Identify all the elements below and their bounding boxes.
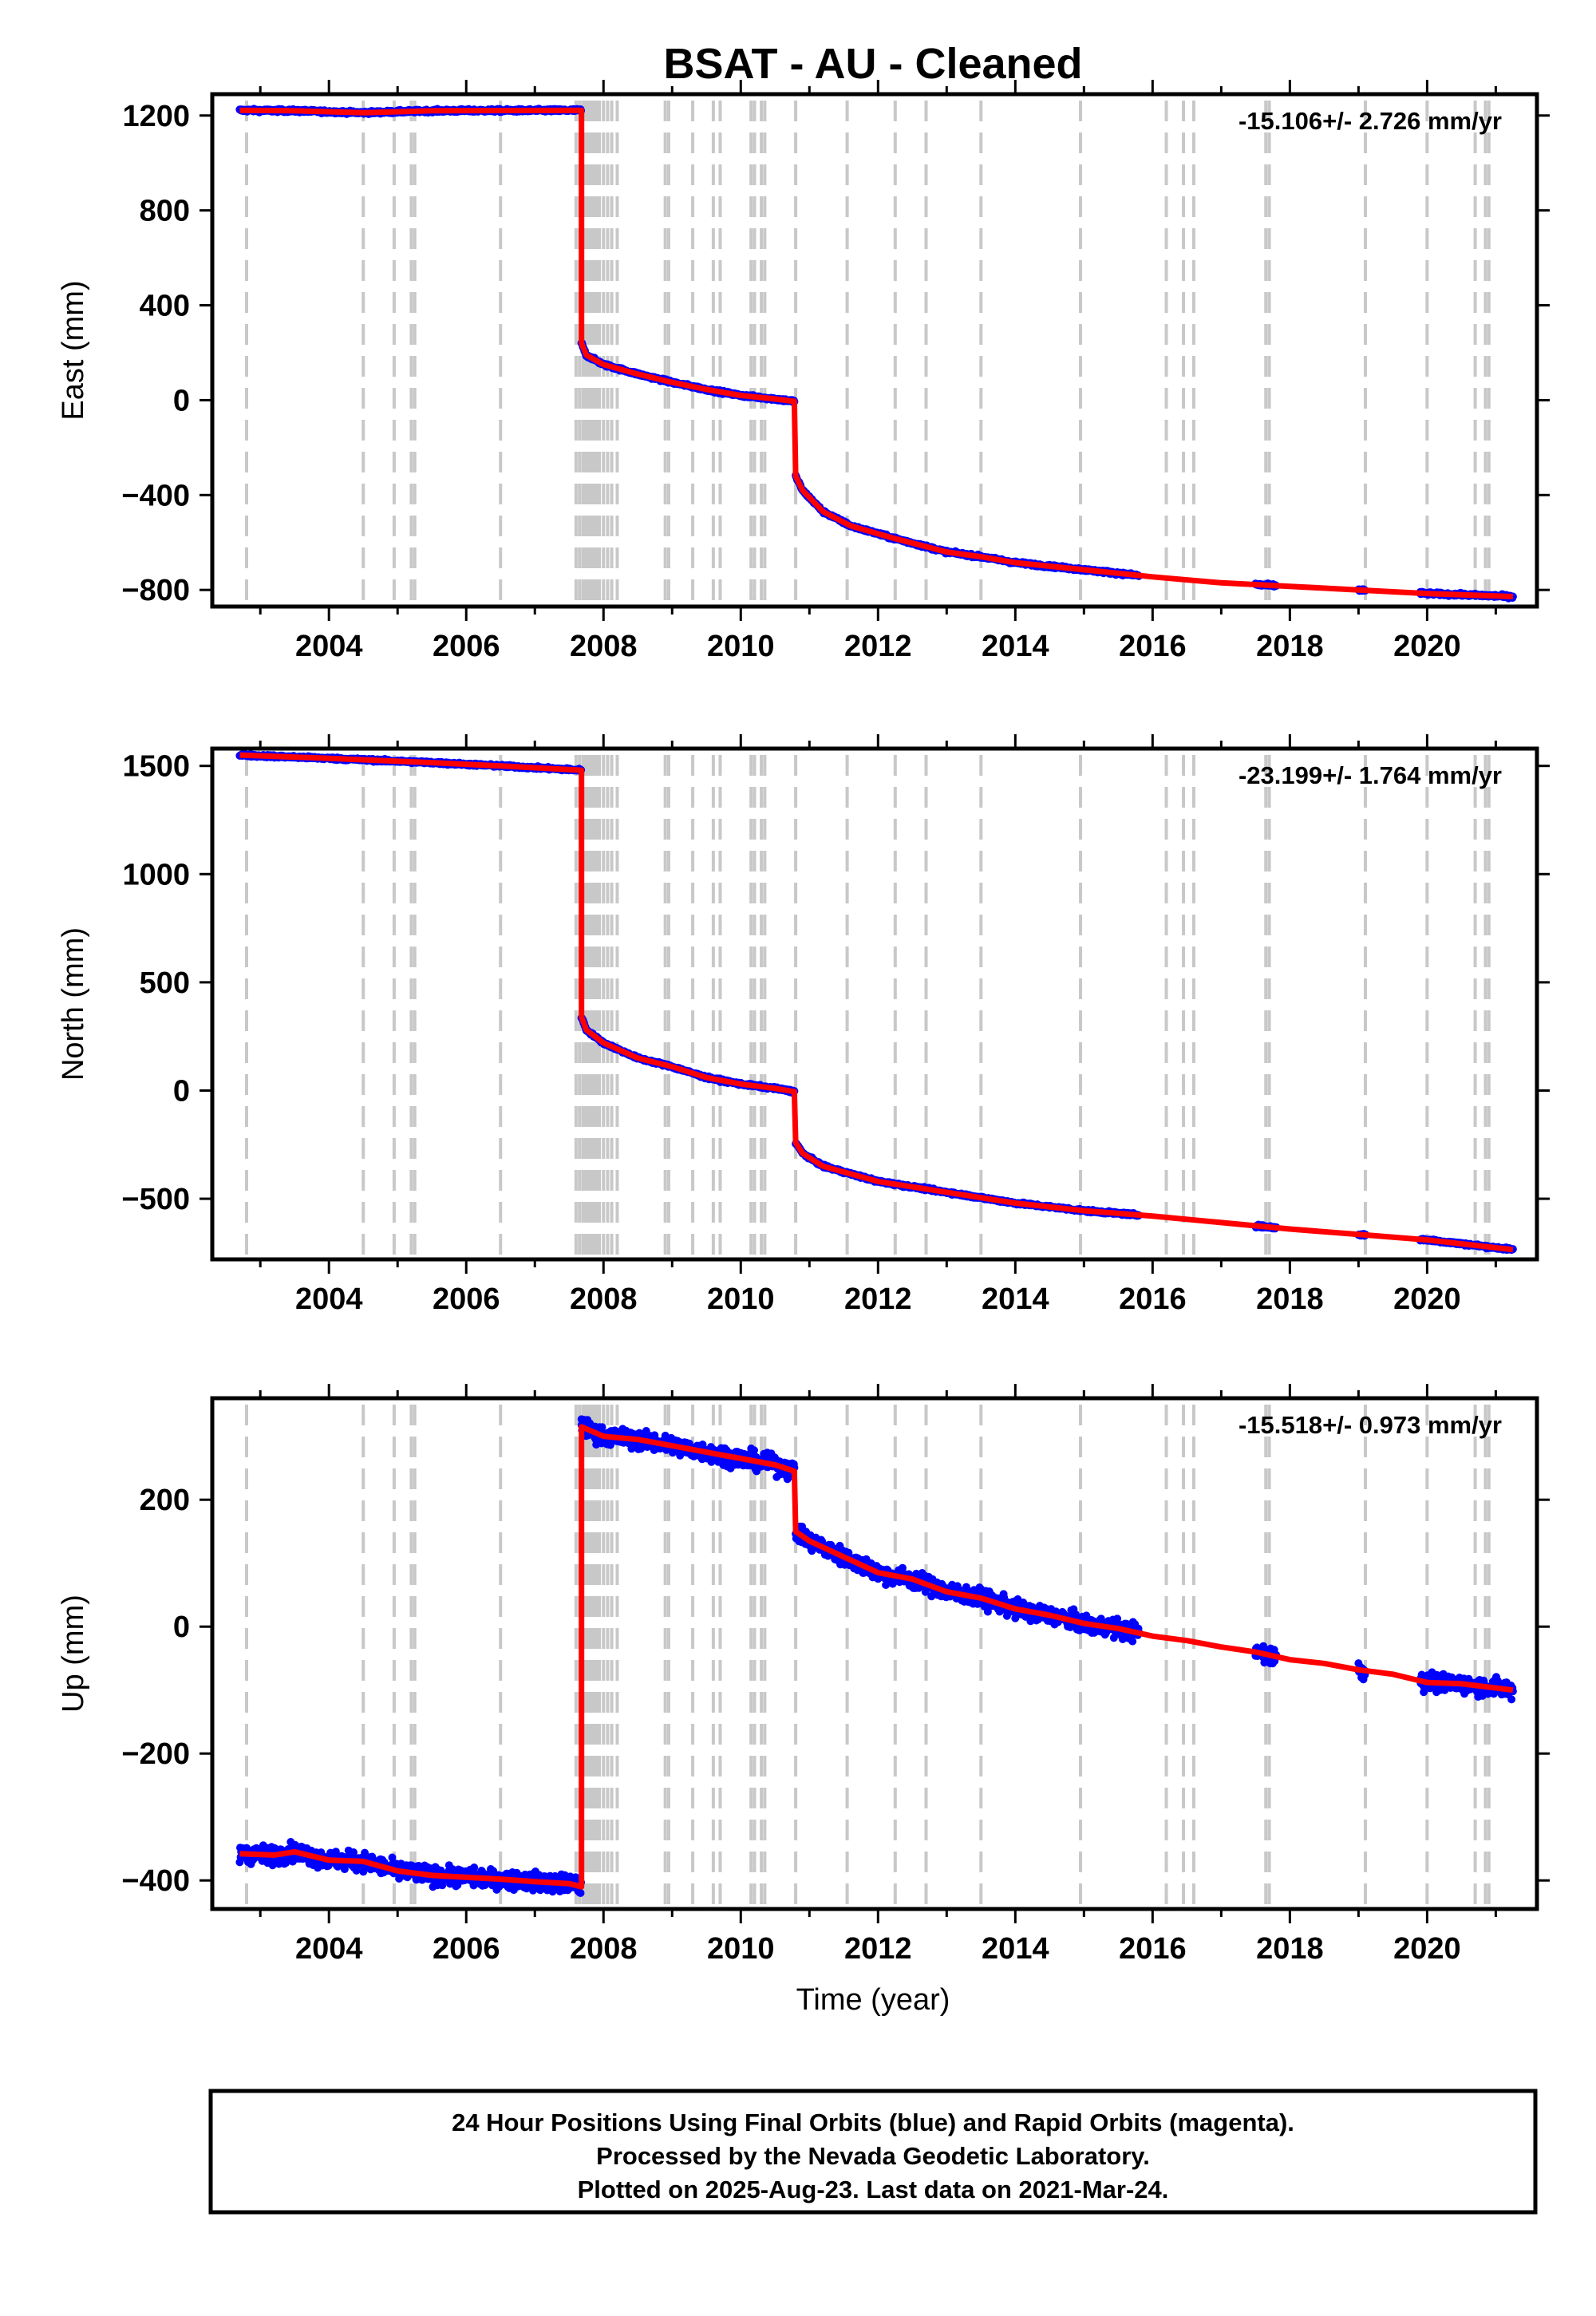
data-point <box>340 1865 349 1874</box>
data-points <box>235 105 1517 603</box>
x-tick-label: 2008 <box>570 630 638 663</box>
x-tick-label: 2006 <box>433 630 500 663</box>
data-point <box>470 1863 479 1871</box>
data-point <box>388 1853 397 1862</box>
x-tick-label: 2018 <box>1256 1282 1324 1316</box>
y-tick-label: 0 <box>173 1074 190 1108</box>
model-line <box>239 107 1514 599</box>
x-tick-label: 2014 <box>982 630 1049 663</box>
y-tick-label: −800 <box>121 574 190 607</box>
x-tick-label: 2010 <box>707 1282 775 1316</box>
y-axis-label: East (mm) <box>57 280 90 420</box>
y-tick-label: 400 <box>140 290 190 323</box>
data-point <box>352 1866 361 1875</box>
east-panel: −800 −400 0 400 800 1200 2004 2006 2008 2010 2012 2… <box>57 80 1550 663</box>
x-tick-label: 2020 <box>1393 630 1461 663</box>
plot-frame <box>210 92 1539 609</box>
y-tick-label: −400 <box>121 479 190 512</box>
chart-title: BSAT - AU - Cleaned <box>663 40 1082 88</box>
x-tick-label: 2012 <box>844 630 912 663</box>
x-tick-label: 2006 <box>433 1282 500 1316</box>
x-tick-label: 2020 <box>1393 1282 1461 1316</box>
model-line <box>239 752 1514 1253</box>
data-points <box>235 1415 1517 1897</box>
plot-frame <box>210 746 1539 1262</box>
x-tick-label: 2008 <box>570 1282 638 1316</box>
rate-label: -15.106+/- 2.726 mm/yr <box>1238 107 1502 135</box>
y-axis-label: North (mm) <box>57 927 90 1081</box>
x-tick-label: 2014 <box>982 1282 1049 1316</box>
y-tick-label: 1000 <box>122 858 190 891</box>
x-tick-label: 2004 <box>295 630 363 663</box>
y-tick-label: 500 <box>140 966 190 1000</box>
y-tick-label: 800 <box>140 195 190 228</box>
x-tick-label: 2018 <box>1256 630 1324 663</box>
x-tick-label: 2016 <box>1119 630 1187 663</box>
y-tick-label: 1500 <box>122 750 190 784</box>
y-tick-label: 1200 <box>122 100 190 133</box>
rate-label: -23.199+/- 1.764 mm/yr <box>1238 761 1502 789</box>
data-point <box>350 1848 358 1856</box>
y-tick-label: 0 <box>173 384 190 417</box>
x-tick-label: 2016 <box>1119 1282 1187 1316</box>
x-tick-label: 2004 <box>295 1282 363 1316</box>
x-tick-label: 2012 <box>844 1282 912 1316</box>
x-tick-label: 2010 <box>707 630 775 663</box>
data-point <box>331 1848 340 1856</box>
north-panel: −500 0 500 1000 1500 2004 2006 2008 2010 2012 2014… <box>57 734 1550 1316</box>
y-tick-label: −500 <box>121 1183 190 1216</box>
